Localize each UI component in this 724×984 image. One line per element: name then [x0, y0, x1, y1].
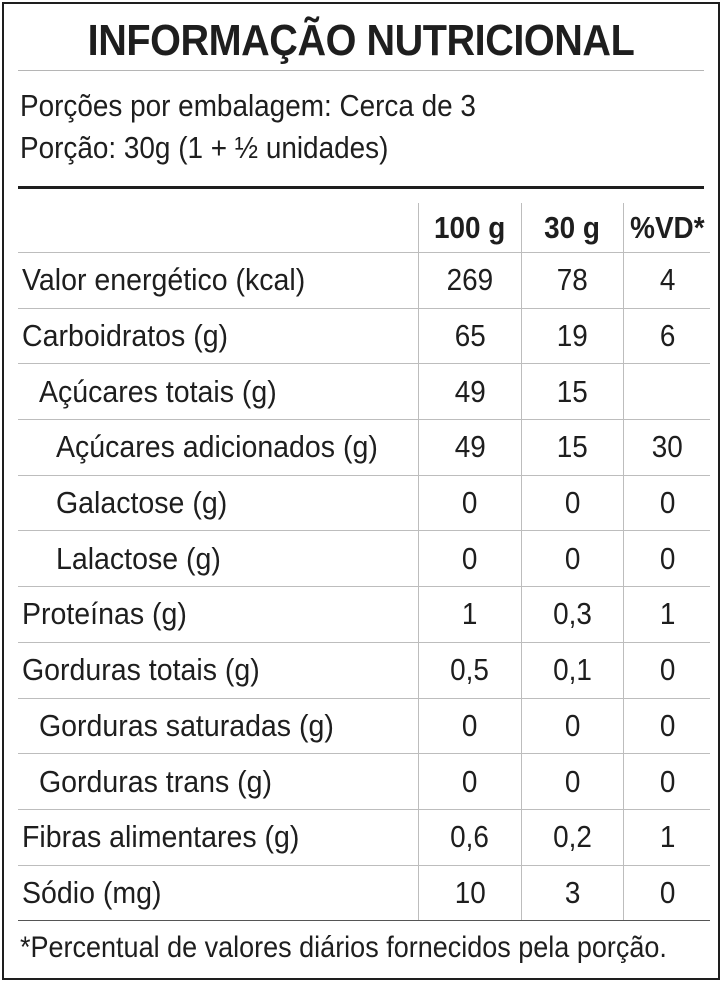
value-daily-percent: 0 — [623, 531, 711, 587]
nutrient-name: Sódio (mg) — [22, 874, 162, 910]
value-per-100g: 0 — [418, 754, 521, 809]
value-daily-percent: 0 — [623, 642, 711, 698]
title-divider — [18, 70, 704, 71]
nutrient-name: Carboidratos (g) — [22, 318, 229, 354]
nutrient-name: Lalactose (g) — [56, 540, 221, 576]
header-per-serving: 30 g — [521, 203, 623, 252]
value-per-100g: 0 — [418, 531, 521, 587]
header-daily-value: %VD* — [623, 203, 711, 252]
value-per-100g: 10 — [418, 865, 521, 921]
value-per-serving: 15 — [521, 420, 623, 475]
value-daily-percent: 1 — [623, 809, 711, 865]
value-per-serving: 0,1 — [521, 642, 623, 698]
value-per-serving: 19 — [521, 308, 623, 364]
table-row-proteins: Proteínas (g) 1 0,3 1 — [18, 587, 710, 643]
value-daily-percent: 6 — [623, 308, 711, 364]
value-per-100g: 1 — [418, 587, 521, 642]
value-daily-percent: 4 — [623, 253, 711, 308]
table-row-trans-fat: Gorduras trans (g) 0 0 0 — [18, 754, 710, 810]
value-daily-percent: 0 — [623, 475, 711, 531]
value-daily-percent: 0 — [623, 698, 711, 754]
thick-divider — [18, 186, 704, 189]
value-daily-percent — [623, 364, 711, 420]
value-per-100g: 0 — [418, 698, 521, 754]
nutrition-table: 100 g 30 g %VD* Valor energético (kcal) … — [18, 203, 711, 922]
footnote: *Percentual de valores diários fornecido… — [20, 931, 667, 964]
value-daily-percent: 1 — [623, 587, 711, 642]
value-per-serving: 78 — [521, 253, 623, 308]
value-per-serving: 0,2 — [521, 809, 623, 865]
value-per-serving: 0 — [521, 754, 623, 809]
nutrient-name: Galactose (g) — [56, 485, 228, 521]
value-daily-percent: 30 — [623, 420, 711, 475]
value-per-serving: 0 — [521, 698, 623, 754]
table-row-saturated-fat: Gorduras saturadas (g) 0 0 0 — [18, 698, 711, 755]
value-per-serving: 0 — [521, 531, 623, 587]
table-row-total-fat: Gorduras totais (g) 0,5 0,1 0 — [18, 642, 711, 699]
nutrient-name: Gorduras saturadas (g) — [39, 707, 334, 743]
header-per-100g: 100 g — [418, 203, 521, 252]
table-row-dietary-fiber: Fibras alimentares (g) 0,6 0,2 1 — [18, 809, 711, 866]
value-per-100g: 0 — [418, 475, 521, 531]
nutrient-name: Açúcares adicionados (g) — [56, 429, 378, 465]
table-row-energy: Valor energético (kcal) 269 78 4 — [18, 253, 710, 309]
value-daily-percent: 0 — [623, 865, 711, 921]
label-title: INFORMAÇÃO NUTRICIONAL — [87, 16, 635, 65]
value-per-serving: 3 — [521, 865, 623, 921]
value-per-100g: 0,5 — [418, 642, 521, 698]
table-row-added-sugars: Açúcares adicionados (g) 49 15 30 — [18, 420, 710, 476]
table-row-galactose: Galactose (g) 0 0 0 — [18, 475, 711, 532]
value-daily-percent: 0 — [623, 754, 711, 809]
servings-per-package: Porções por embalagem: Cerca de 3 — [20, 88, 476, 123]
value-per-100g: 269 — [418, 253, 521, 308]
value-per-serving: 15 — [521, 364, 623, 420]
value-per-100g: 49 — [418, 364, 521, 420]
value-per-100g: 0,6 — [418, 809, 521, 865]
value-per-100g: 65 — [418, 308, 521, 364]
header-nutrient — [22, 203, 414, 252]
nutrient-name: Gorduras totais (g) — [22, 652, 260, 688]
nutrient-name: Açúcares totais (g) — [39, 373, 277, 409]
value-per-serving: 0,3 — [521, 587, 623, 642]
nutrient-name: Proteínas (g) — [22, 596, 187, 632]
nutrient-name: Gorduras trans (g) — [39, 763, 273, 799]
serving-size: Porção: 30g (1 + ½ unidades) — [20, 130, 389, 165]
value-per-serving: 0 — [521, 475, 623, 531]
table-row-carbohydrates: Carboidratos (g) 65 19 6 — [18, 308, 711, 365]
table-row-lactose: Lalactose (g) 0 0 0 — [18, 531, 711, 588]
value-per-100g: 49 — [418, 420, 521, 475]
nutrient-name: Valor energético (kcal) — [22, 262, 306, 298]
table-row-sodium: Sódio (mg) 10 3 0 — [18, 865, 711, 922]
table-header-row: 100 g 30 g %VD* — [18, 203, 710, 253]
nutrient-name: Fibras alimentares (g) — [22, 819, 300, 855]
table-row-total-sugars: Açúcares totais (g) 49 15 — [18, 364, 711, 421]
